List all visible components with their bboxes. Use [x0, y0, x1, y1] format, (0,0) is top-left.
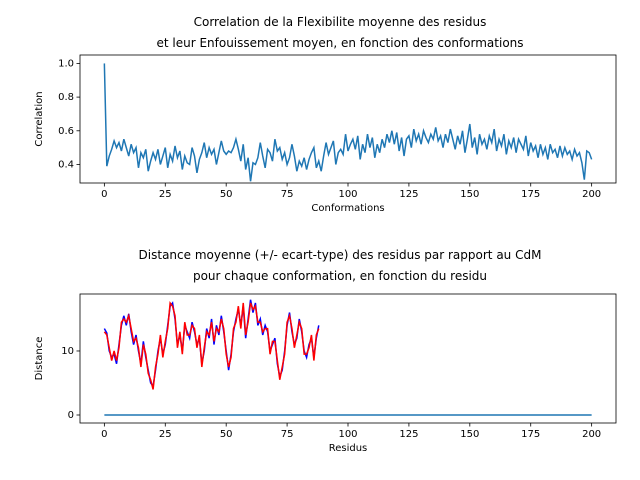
x-tick-label: 75	[281, 189, 294, 200]
x-tick-label: 25	[159, 189, 172, 200]
y-tick-label: 0	[68, 410, 74, 421]
data-line	[103, 300, 320, 390]
x-tick-label: 125	[399, 429, 418, 440]
y-tick-label: 0.6	[58, 126, 74, 137]
y-tick-label: 0.8	[58, 92, 74, 103]
plot-frame	[79, 54, 617, 184]
y-tick-label: 10	[61, 346, 74, 357]
x-tick-label: 50	[220, 429, 233, 440]
y-axis-label: Distance	[34, 337, 45, 381]
x-axis-label: Residus	[329, 443, 368, 454]
x-tick-label: 175	[521, 429, 540, 440]
x-tick-label: 100	[338, 189, 357, 200]
x-tick-label: 125	[399, 189, 418, 200]
x-tick-label: 50	[220, 189, 233, 200]
x-tick-label: 150	[460, 429, 479, 440]
x-tick-label: 200	[582, 429, 601, 440]
y-tick-label: 1.0	[58, 58, 74, 69]
x-tick-label: 150	[460, 189, 479, 200]
x-tick-label: 25	[159, 429, 172, 440]
x-tick-label: 75	[281, 429, 294, 440]
x-tick-label: 0	[101, 189, 107, 200]
x-tick-label: 200	[582, 189, 601, 200]
x-axis-label: Conformations	[311, 203, 384, 214]
y-tick-label: 0.4	[58, 159, 74, 170]
x-tick-label: 175	[521, 189, 540, 200]
x-tick-label: 0	[101, 429, 107, 440]
y-axis-label: Correlation	[34, 91, 45, 146]
x-tick-label: 100	[338, 429, 357, 440]
chart-title: Distance moyenne (+/- ecart-type) des re…	[139, 248, 542, 283]
plot-frame	[79, 293, 617, 424]
data-line	[103, 63, 593, 182]
chart-title: Correlation de la Flexibilite moyenne de…	[156, 15, 523, 50]
